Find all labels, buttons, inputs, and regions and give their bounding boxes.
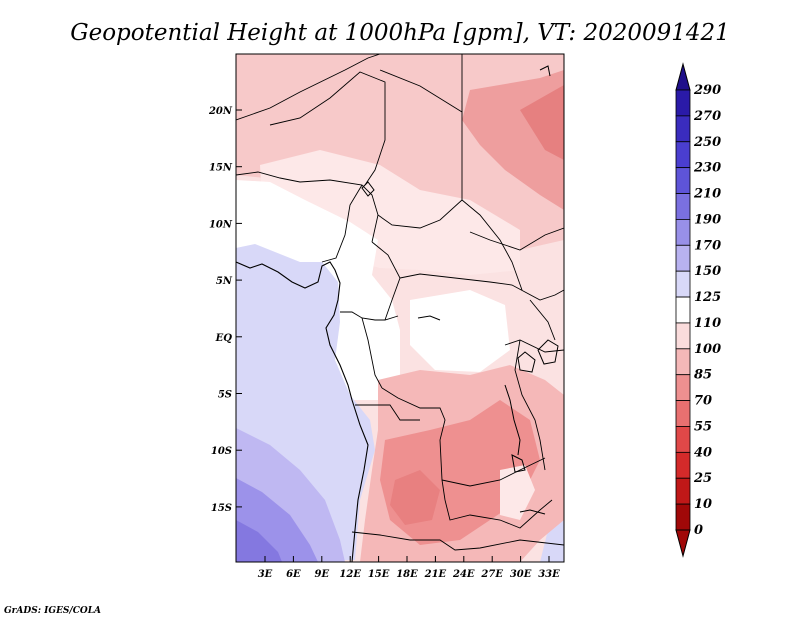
credit-text: GrADS: IGES/COLA (4, 606, 101, 616)
colorbar-segment (675, 219, 691, 246)
lon-label: 9E (315, 569, 330, 580)
field-northeast-core (520, 85, 564, 160)
field-ocean-deepest (236, 520, 282, 562)
lat-label: 20N (208, 106, 233, 117)
lat-label: 10S (211, 446, 232, 457)
colorbar-segment (675, 451, 691, 479)
field-rift-light (500, 465, 535, 520)
longitude-axis: 3E 6E 9E 12E 15E 18E 21E 24E 27E 30E 33E (258, 556, 560, 580)
colorbar-top-arrow (675, 62, 691, 91)
colorbar-label: 210 (693, 187, 721, 202)
lon-label: 12E (339, 569, 361, 580)
colorbar-label: 40 (694, 445, 712, 460)
colorbar-segment (675, 141, 691, 169)
colorbar-label: 55 (694, 419, 712, 434)
colorbar-segment (675, 374, 691, 401)
colorbar-segment (675, 167, 691, 194)
colorbar-label: 290 (693, 83, 721, 98)
lon-label: 33E (538, 569, 560, 580)
colorbar: 2902702502302101901701501251101008570554… (675, 62, 721, 558)
lon-label: 30E (510, 569, 532, 580)
colorbar-segment (675, 115, 691, 143)
lon-label: 27E (480, 569, 503, 580)
colorbar-segment (675, 244, 691, 272)
colorbar-label: 170 (694, 238, 721, 253)
colorbar-segment (675, 193, 691, 220)
map-frame (235, 53, 565, 563)
coastline (236, 261, 369, 562)
map-panel (236, 54, 564, 562)
colorbar-label: 150 (694, 264, 721, 279)
field-congo-white (410, 290, 510, 372)
colorbar-label: 0 (694, 523, 703, 538)
lat-label: 5N (216, 276, 233, 287)
lon-label: 15E (368, 569, 390, 580)
field-south-core (390, 470, 440, 525)
colorbar-segment (675, 348, 691, 376)
lon-label: 18E (396, 569, 418, 580)
colorbar-segment (675, 296, 691, 324)
lat-label: EQ (215, 333, 233, 344)
lat-label: 10N (209, 219, 233, 230)
lat-label: 15S (211, 503, 232, 514)
colorbar-label: 110 (694, 316, 721, 331)
colorbar-label: 190 (694, 212, 721, 227)
colorbar-label: 250 (693, 135, 721, 150)
lat-label: 15N (209, 163, 233, 174)
colorbar-segment (675, 477, 691, 505)
chart-title: Geopotential Height at 1000hPa [gpm], VT… (70, 20, 730, 46)
colorbar-label: 25 (693, 471, 712, 486)
colorbar-segment (675, 400, 691, 427)
field-southeast-corner (540, 520, 564, 562)
lon-label: 21E (424, 569, 447, 580)
lakes (361, 65, 559, 515)
lat-label: 5S (218, 390, 232, 401)
colorbar-segment (675, 270, 691, 298)
colorbar-label: 85 (694, 368, 712, 383)
colorbar-label: 100 (694, 342, 721, 357)
colorbar-segment (675, 322, 691, 350)
colorbar-bottom-arrow (675, 529, 691, 558)
colorbar-segment (675, 503, 691, 531)
colorbar-segment (675, 89, 691, 117)
colorbar-label: 125 (694, 290, 721, 305)
colorbar-segment (675, 426, 691, 453)
lon-label: 24E (452, 569, 475, 580)
latitude-axis: 20N 15N 10N 5N EQ 5S 10S 15S (208, 106, 242, 514)
country-borders (236, 54, 564, 551)
colorbar-label: 10 (694, 497, 712, 512)
lon-label: 3E (258, 569, 273, 580)
colorbar-label: 70 (694, 394, 712, 409)
colorbar-label: 270 (693, 109, 721, 124)
colorbar-label: 230 (693, 161, 721, 176)
lon-label: 6E (286, 569, 301, 580)
